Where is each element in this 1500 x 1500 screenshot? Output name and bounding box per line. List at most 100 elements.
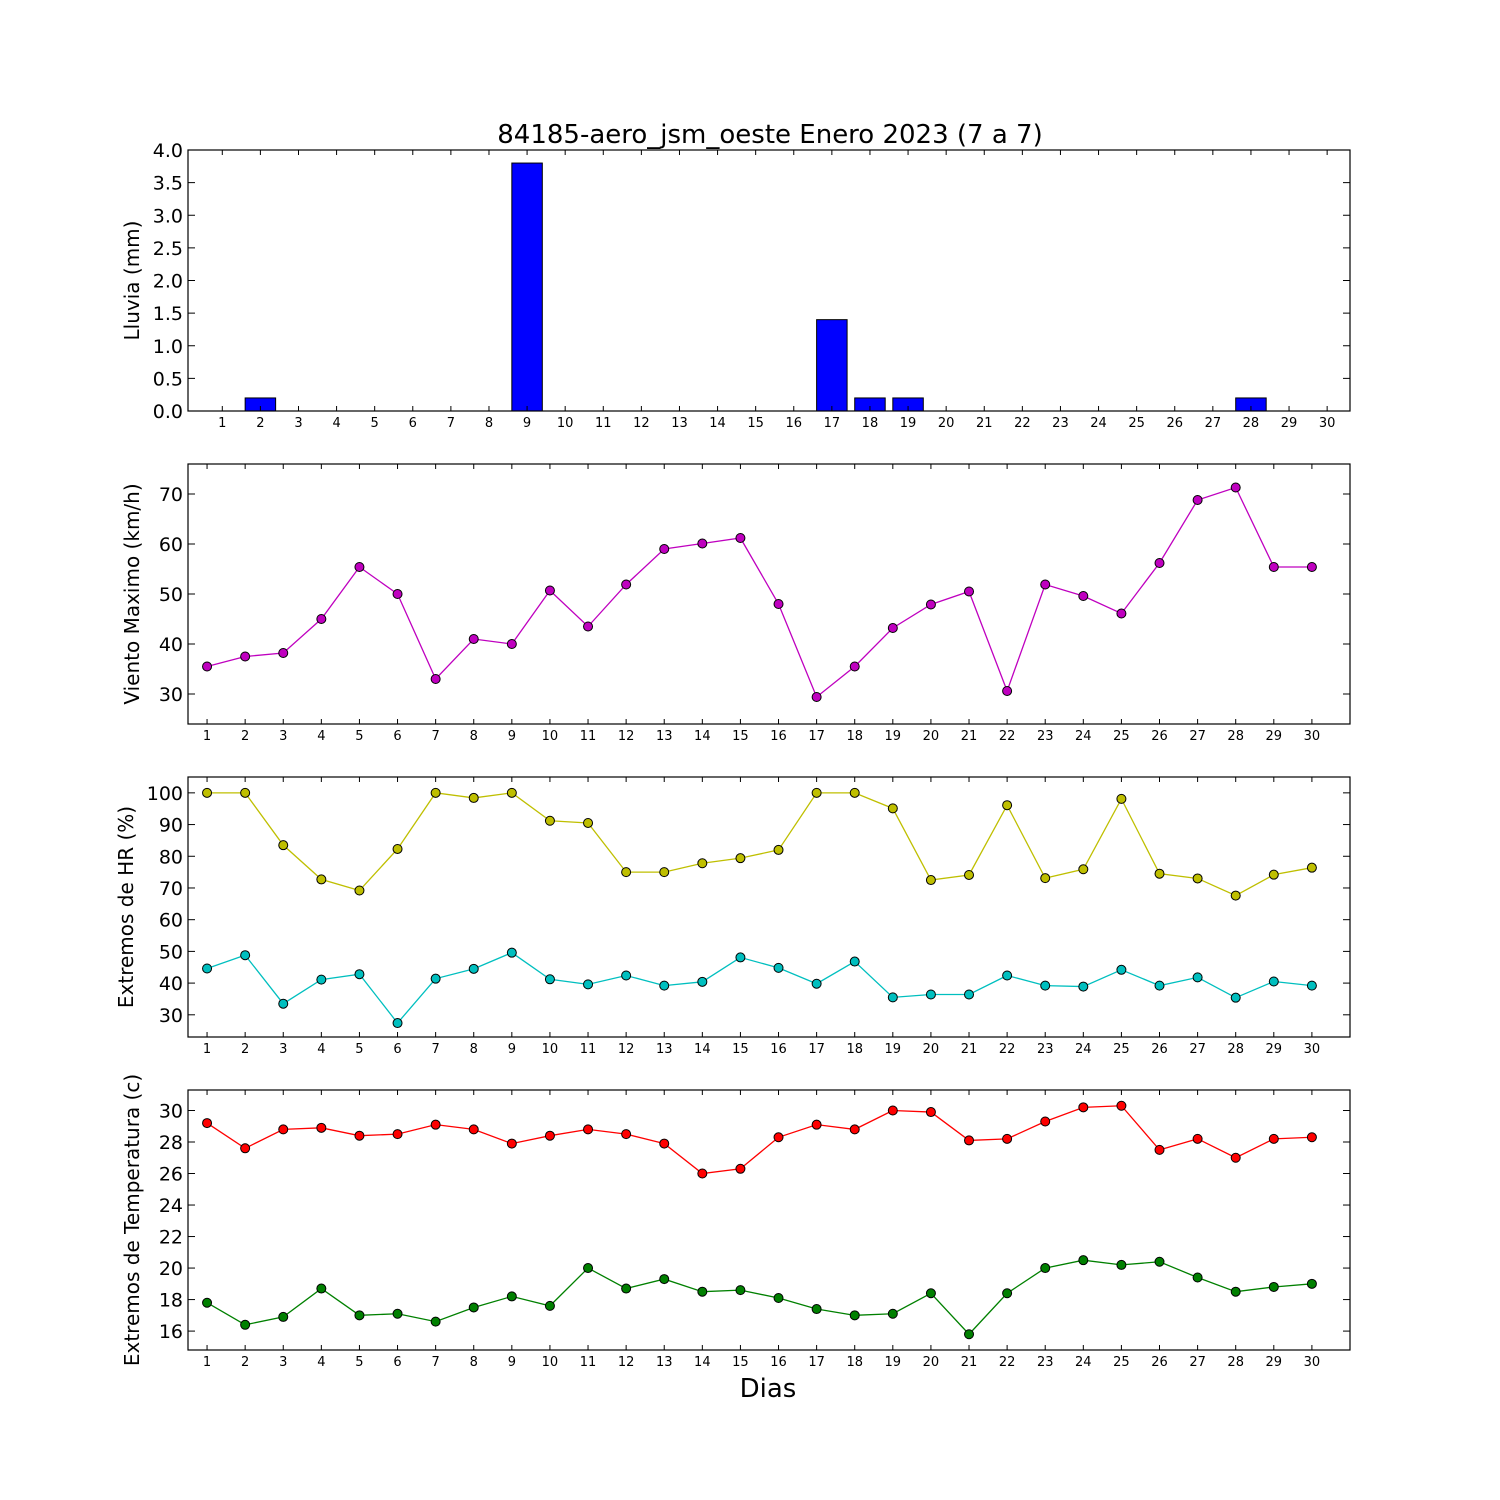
temperatura-series-2-point-day-12	[621, 1283, 632, 1294]
temperatura-xtick-label: 27	[1189, 1355, 1206, 1370]
hr-series-1-point-day-4	[316, 874, 327, 885]
temperatura-series-2-point-day-30	[1306, 1278, 1317, 1289]
hr-xtick-label: 28	[1227, 1042, 1244, 1057]
viento-series-1-point-day-22	[1002, 686, 1013, 696]
temperatura-series-2-point-day-5	[354, 1310, 365, 1321]
viento-series-1-point-day-5	[354, 562, 365, 572]
hr-series-2-point-day-4	[316, 974, 327, 985]
chart-panels: 0.00.51.01.52.02.53.03.54.01 2 3 4 5 6 7 8 9 10 11…	[114, 140, 1351, 1370]
lluvia-xtick-label: 29	[1281, 416, 1298, 431]
hr-xtick-label: 22	[999, 1042, 1016, 1057]
lluvia-xtick-label: 3	[294, 416, 302, 431]
temperatura-series-2-point-day-1	[202, 1297, 213, 1308]
temperatura-xtick-label: 3	[279, 1355, 287, 1370]
lluvia-axes-frame	[187, 149, 1351, 412]
temperatura-xtick-label: 24	[1075, 1355, 1092, 1370]
temperatura-xtick-label: 22	[999, 1355, 1016, 1370]
temperatura-ytick-label: 24	[159, 1195, 183, 1217]
temperatura-xtick-label: 14	[694, 1355, 711, 1370]
temperatura-series-2-point-day-8	[468, 1302, 479, 1313]
hr-series-1-point-day-29	[1268, 869, 1279, 880]
hr-series-2-line	[206, 951, 1312, 1025]
temperatura-xtick-label: 17	[808, 1355, 825, 1370]
viento-xtick-label: 25	[1113, 729, 1130, 744]
lluvia-ytick-label: 2.5	[153, 238, 183, 260]
viento-xtick-label: 27	[1189, 729, 1206, 744]
lluvia-xtick-label: 11	[595, 416, 612, 431]
hr-series-1-point-day-22	[1002, 800, 1013, 811]
viento-series-1-point-day-30	[1306, 562, 1317, 572]
hr-series-1-point-day-12	[621, 867, 632, 878]
temperatura-series-1-point-day-12	[621, 1129, 632, 1140]
lluvia-xtick-label: 20	[938, 416, 955, 431]
hr-series-1-point-day-21	[964, 869, 975, 880]
viento-ytick-label: 70	[159, 484, 183, 506]
temperatura-xtick-label: 20	[923, 1355, 940, 1370]
viento-y-axis-label: Viento Maximo (km/h)	[120, 483, 144, 704]
viento-xtick-label: 4	[317, 729, 325, 744]
lluvia-ytick-label: 3.5	[153, 173, 183, 195]
lluvia-y-axis-label: Lluvia (mm)	[120, 221, 144, 341]
viento-series-1-point-day-15	[735, 533, 746, 543]
temperatura-series-1-point-day-22	[1002, 1133, 1013, 1144]
viento-xtick-label: 7	[431, 729, 439, 744]
lluvia-xtick-label: 25	[1128, 416, 1145, 431]
hr-xtick-label: 3	[279, 1042, 287, 1057]
temperatura-xtick-label: 13	[656, 1355, 673, 1370]
temperatura-series-1-point-day-24	[1078, 1102, 1089, 1113]
temperatura-series-2-point-day-2	[240, 1319, 251, 1330]
viento-xtick-label: 6	[393, 729, 401, 744]
lluvia-xtick-label: 9	[523, 416, 531, 431]
lluvia-ytick-label: 0.0	[153, 401, 183, 423]
temperatura-series-2-point-day-3	[278, 1311, 289, 1322]
hr-xtick-label: 17	[808, 1042, 825, 1057]
viento-xtick-label: 19	[885, 729, 902, 744]
viento-ytick-label: 50	[159, 584, 183, 606]
hr-series-2-point-day-6	[392, 1018, 403, 1029]
temperatura-series-2-point-day-27	[1192, 1272, 1203, 1283]
hr-ytick-label: 80	[159, 846, 183, 868]
temperatura-xtick-label: 19	[885, 1355, 902, 1370]
temperatura-series-1-point-day-16	[773, 1132, 784, 1143]
temperatura-series-1-point-day-18	[849, 1124, 860, 1135]
temperatura-series-1-point-day-1	[202, 1118, 213, 1129]
hr-series-1-point-day-5	[354, 885, 365, 896]
hr-xtick-label: 21	[961, 1042, 978, 1057]
viento-ytick-label: 30	[159, 684, 183, 706]
viento-series-1-point-day-9	[506, 639, 517, 649]
viento-xtick-label: 2	[241, 729, 249, 744]
hr-series-1-point-day-8	[468, 792, 479, 803]
hr-series-2-point-day-10	[544, 974, 555, 985]
viento-xtick-label: 22	[999, 729, 1016, 744]
viento-series-1-point-day-18	[849, 661, 860, 672]
hr-series-1-point-day-1	[202, 787, 213, 798]
hr-series-1-point-day-6	[392, 843, 403, 854]
viento-xtick-label: 30	[1304, 729, 1321, 744]
hr-axes-frame	[187, 776, 1351, 1038]
hr-xtick-label: 14	[694, 1042, 711, 1057]
hr-ytick-label: 40	[159, 973, 183, 995]
viento-xtick-label: 28	[1227, 729, 1244, 744]
temperatura-series-1-point-day-3	[278, 1124, 289, 1135]
temperatura-series-1-point-day-25	[1116, 1100, 1127, 1111]
temperatura-series-2-point-day-28	[1230, 1286, 1241, 1297]
temperatura-series-1-point-day-9	[506, 1138, 517, 1149]
viento-xtick-label: 11	[580, 729, 597, 744]
viento-xtick-label: 8	[470, 729, 478, 744]
hr-series-1-point-day-13	[659, 867, 670, 878]
temperatura-ytick-label: 30	[159, 1100, 183, 1122]
temperatura-series-1-point-day-26	[1154, 1144, 1165, 1155]
viento-xtick-label: 29	[1266, 729, 1283, 744]
viento-xtick-label: 20	[923, 729, 940, 744]
lluvia-ytick-label: 1.0	[153, 336, 183, 358]
temperatura-series-2-point-day-15	[735, 1285, 746, 1296]
hr-series-1-point-day-11	[583, 817, 594, 828]
hr-ytick-label: 30	[159, 1005, 183, 1027]
viento-xtick-label: 15	[732, 729, 749, 744]
lluvia-xtick-label: 30	[1319, 416, 1336, 431]
hr-xtick-label: 16	[770, 1042, 787, 1057]
hr-series-1-point-day-17	[811, 787, 822, 798]
viento-series-1-point-day-10	[544, 585, 555, 596]
